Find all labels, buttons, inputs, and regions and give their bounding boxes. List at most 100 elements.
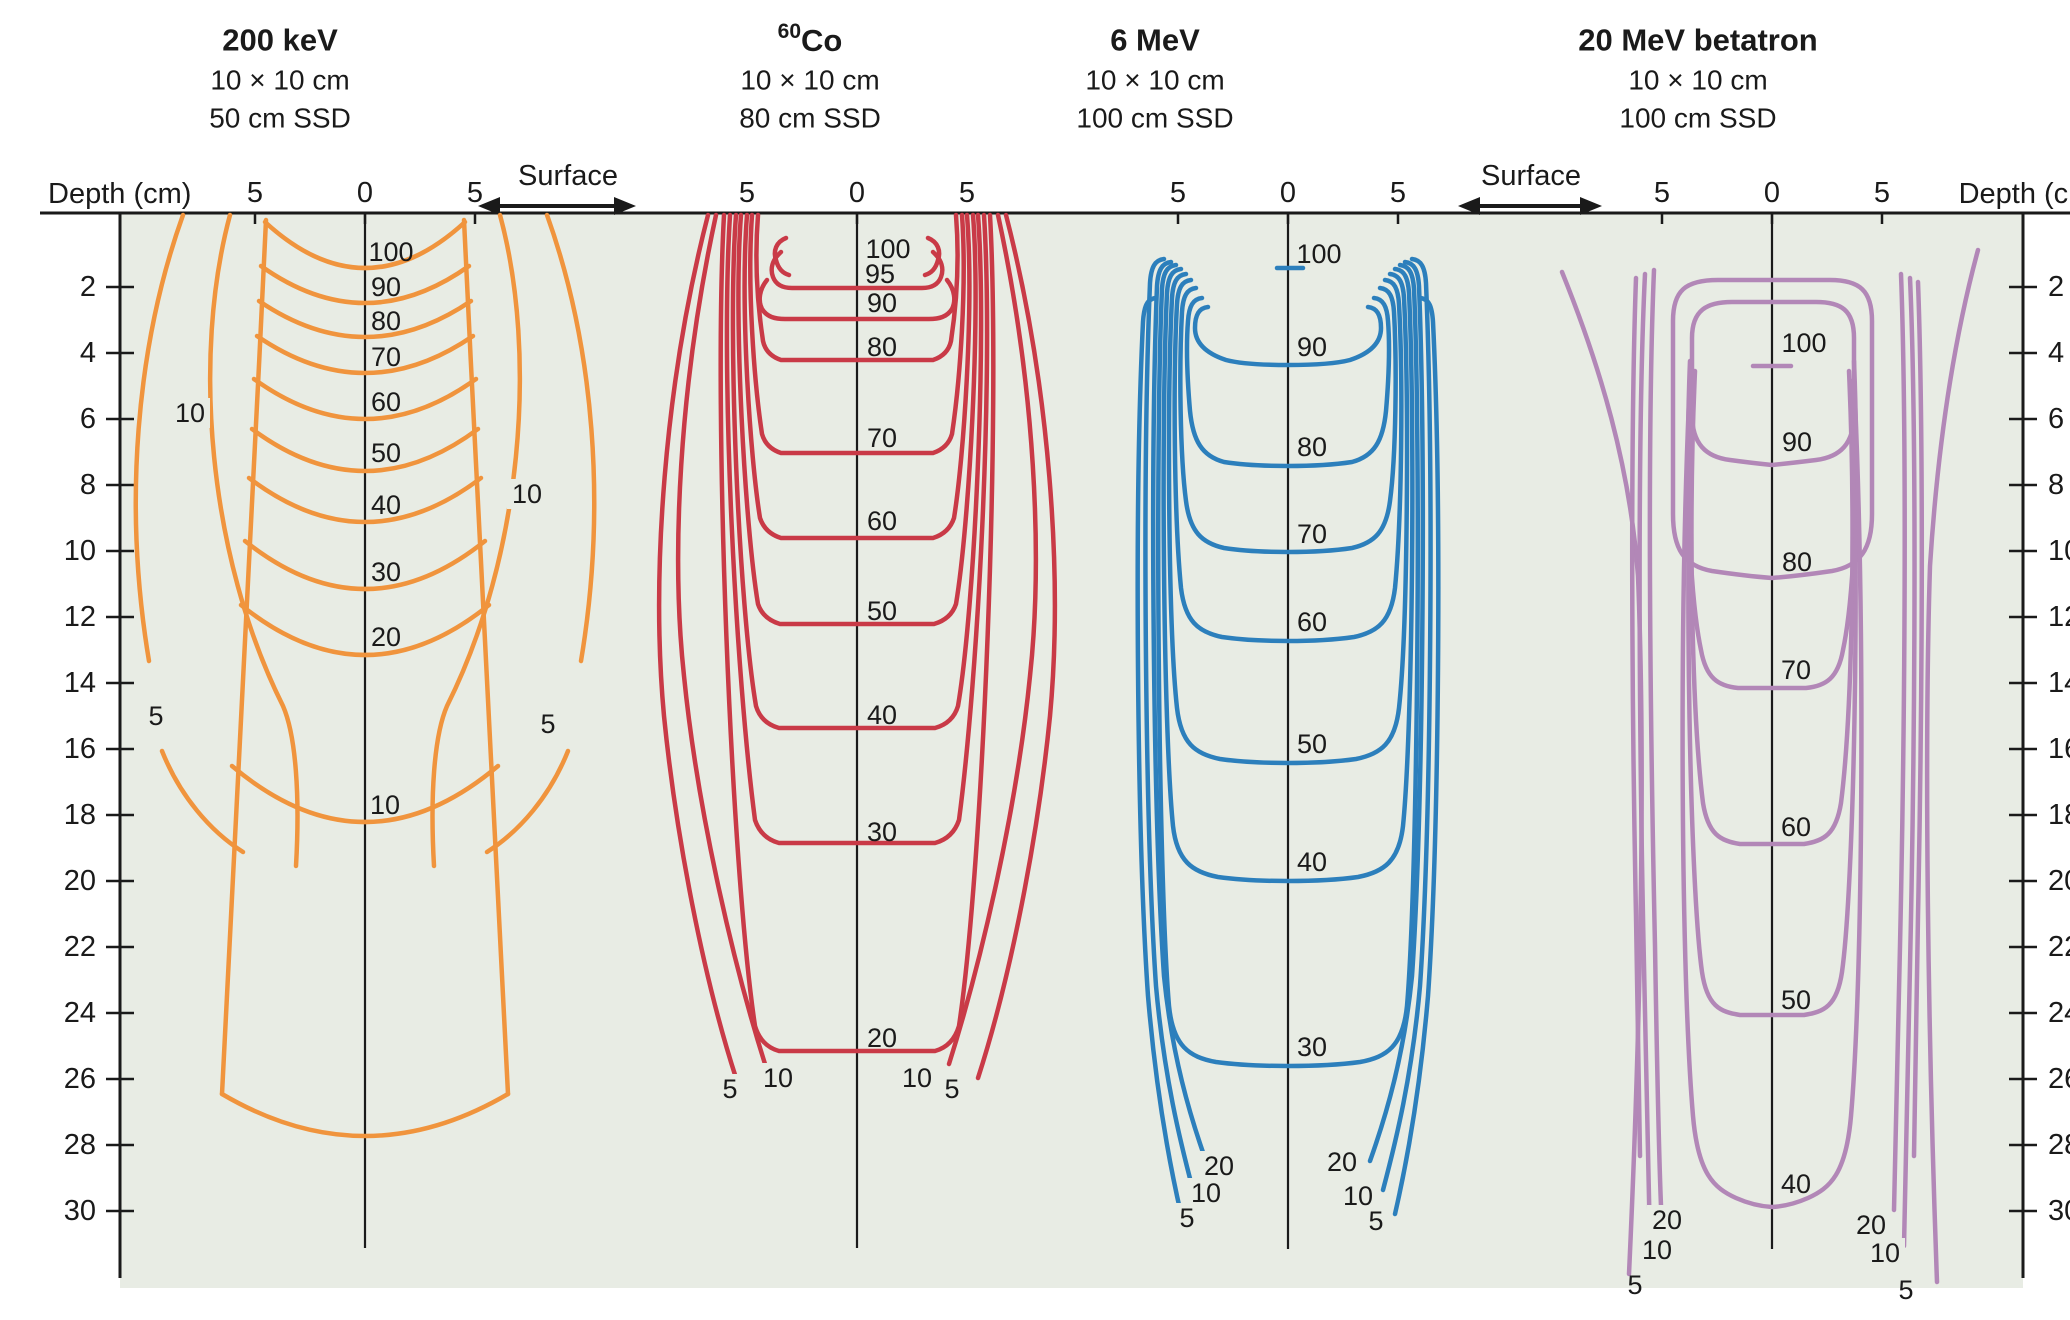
isodose-label-50: 50 <box>1297 729 1327 759</box>
isodose-curve-80 <box>1184 295 1392 469</box>
isodose-curve-20 <box>718 212 996 1054</box>
depth-tick-label-left: 6 <box>80 403 96 435</box>
phantom-area <box>120 213 2023 1288</box>
depth-tick-label-right: 16 <box>2048 733 2070 765</box>
label-mask <box>1851 1210 1891 1240</box>
label-mask <box>897 1063 937 1093</box>
isodose-label-50: 50 <box>867 596 897 626</box>
depth-tick-label-right: 18 <box>2048 799 2070 831</box>
offaxis-tick-label: 5 <box>959 177 975 209</box>
isodose-curve-40 <box>730 212 984 731</box>
label-mask <box>507 479 547 509</box>
isodose-curve-5 <box>1135 295 1184 1217</box>
depth-tick-label-left: 12 <box>64 601 96 633</box>
label-mask <box>1322 1147 1362 1177</box>
isodose-comparison-figure: 2468101214161820222426283024681012141618… <box>40 16 2070 1304</box>
label-mask <box>758 1063 798 1093</box>
depth-tick-label-right: 26 <box>2048 1063 2070 1095</box>
isodose-curve-5 <box>1924 247 1981 1285</box>
isodose-curve-edge <box>461 217 511 1097</box>
surface-arrow-head-left <box>478 197 500 215</box>
isodose-curve-50 <box>1166 271 1410 766</box>
depth-tick-label-left: 28 <box>64 1129 96 1161</box>
isodose-curve-10-side <box>207 212 300 869</box>
isodose-label-60: 60 <box>867 506 897 536</box>
isodose-label-80: 80 <box>1782 547 1812 577</box>
isodose-curve-50 <box>249 426 481 474</box>
isodose-label-20: 20 <box>1856 1210 1886 1240</box>
depth-tick-label-left: 14 <box>64 667 96 699</box>
surface-arrow-head-left <box>1458 197 1480 215</box>
isodose-label-20: 20 <box>371 622 401 652</box>
panel-field-size: 10 × 10 cm <box>740 65 879 96</box>
label-mask <box>536 709 560 739</box>
isodose-label-40: 40 <box>867 700 897 730</box>
offaxis-tick-label: 5 <box>1654 177 1670 209</box>
panel-title: 60Co <box>778 20 843 58</box>
isodose-curve-5-side <box>159 748 246 855</box>
isodose-curve-60 <box>1689 368 1855 847</box>
isodose-curve-40 <box>246 475 484 525</box>
isodose-curve-5-side <box>133 212 186 664</box>
isodose-label-10: 10 <box>512 479 542 509</box>
surface-marker-1: Surface <box>478 160 636 215</box>
isodose-curve-30 <box>242 538 488 592</box>
surface-marker-2: Surface <box>1458 160 1602 215</box>
isodose-curve-10 <box>1637 271 1653 1247</box>
depth-tick-label-left: 16 <box>64 733 96 765</box>
label-mask <box>170 398 210 428</box>
isodose-curve-10 <box>1380 256 1433 1193</box>
offaxis-tick-label: 5 <box>467 177 483 209</box>
isodose-label-70: 70 <box>1781 655 1811 685</box>
isodose-curve-10 <box>1143 256 1196 1193</box>
isodose-label-40: 40 <box>1297 847 1327 877</box>
offaxis-tick-label: 5 <box>1390 177 1406 209</box>
panel-title: 200 keV <box>222 23 338 58</box>
label-mask <box>1364 1206 1388 1236</box>
isodose-label-70: 70 <box>371 342 401 372</box>
label-mask <box>940 1074 964 1104</box>
isodose-label-5: 5 <box>944 1074 959 1104</box>
isodose-curve-70 <box>1178 285 1398 555</box>
isodose-label-10: 10 <box>175 398 205 428</box>
isodose-curve-edge <box>219 217 269 1097</box>
label-mask <box>144 701 168 731</box>
panel-ssd: 50 cm SSD <box>209 103 351 134</box>
depth-tick-label-right: 10 <box>2048 535 2070 567</box>
depth-tick-label-left: 30 <box>64 1195 96 1227</box>
isodose-label-5: 5 <box>1627 1270 1642 1300</box>
depth-tick-label-right: 28 <box>2048 1129 2070 1161</box>
isodose-label-90: 90 <box>867 288 897 318</box>
isodose-curve-70 <box>748 212 966 456</box>
isodose-curve-30 <box>1155 262 1421 1069</box>
depth-tick-label-left: 22 <box>64 931 96 963</box>
depth-tick-label-left: 10 <box>64 535 96 567</box>
depth-tick-label-right: 4 <box>2048 337 2064 369</box>
surface-arrow-head-right <box>1580 197 1602 215</box>
isodose-label-90: 90 <box>1782 427 1812 457</box>
isodose-label-40: 40 <box>1781 1169 1811 1199</box>
isodose-label-5: 5 <box>1179 1203 1194 1233</box>
isodose-curve-90 <box>1192 304 1384 368</box>
isodose-label-100: 100 <box>1781 328 1826 358</box>
isodose-curve-30 <box>724 212 990 846</box>
isodose-label-95: 95 <box>865 259 895 289</box>
isodose-curve-40 <box>1680 398 1864 1210</box>
isodose-curve-10 <box>675 212 768 1067</box>
isodose-label-80: 80 <box>1297 432 1327 462</box>
isodose-curve-10-side <box>430 212 523 869</box>
label-mask <box>718 1074 742 1104</box>
isodose-curve-10 <box>229 763 501 825</box>
isodose-curve-5-side <box>544 212 597 664</box>
isodose-label-5: 5 <box>540 709 555 739</box>
isodose-curve-5 <box>656 212 739 1081</box>
isodose-curve-edge <box>1911 279 1925 1159</box>
depth-tick-label-right: 12 <box>2048 601 2070 633</box>
isodose-curve-10 <box>946 212 1039 1067</box>
isodose-curve-50 <box>736 212 978 627</box>
isodose-curve-95 <box>769 249 945 291</box>
isodose-label-80: 80 <box>371 306 401 336</box>
